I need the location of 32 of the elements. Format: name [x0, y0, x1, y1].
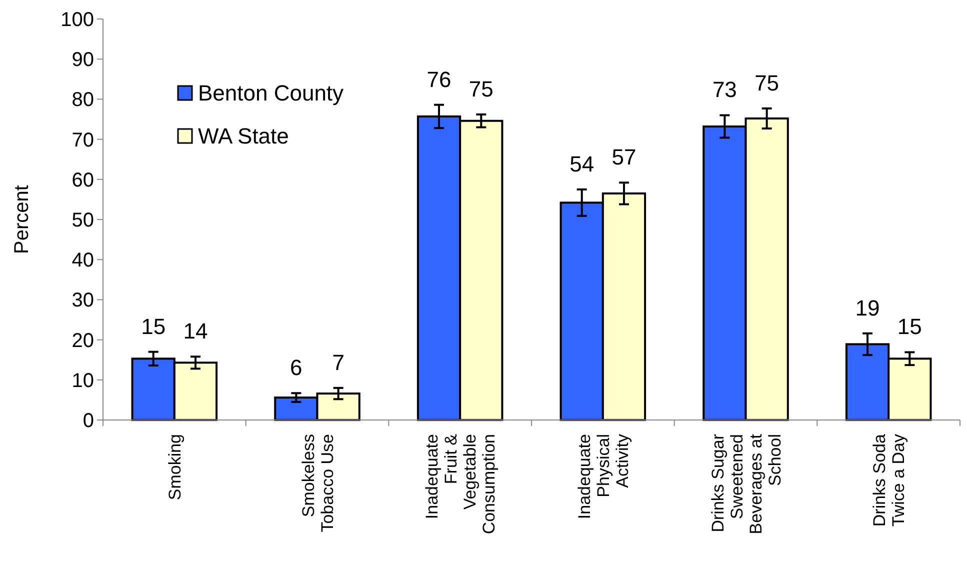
y-tick-label: 50 — [72, 210, 94, 232]
y-tick-label: 0 — [82, 410, 94, 432]
data-label: 76 — [426, 66, 452, 92]
y-tick-label: 60 — [72, 169, 94, 192]
y-tick-label: 70 — [72, 129, 94, 152]
legend-label: WA State — [198, 124, 289, 149]
y-tick-label: 10 — [72, 370, 94, 392]
y-tick-label: 20 — [72, 330, 94, 352]
data-label: 14 — [183, 318, 208, 344]
data-label: 15 — [897, 314, 922, 340]
y-tick-label: 40 — [72, 250, 94, 272]
x-tick-label: Drinks Sugar Sweetened Beverages at School — [708, 434, 784, 534]
x-tick-label: Smokeless Tobacco Use — [298, 434, 337, 532]
data-label: 73 — [712, 77, 737, 102]
y-tick-label: 80 — [72, 89, 94, 112]
data-label: 15 — [141, 314, 166, 339]
y-tick-label: 100 — [60, 9, 94, 31]
data-label: 57 — [612, 144, 636, 170]
y-axis-title: Percent — [11, 184, 33, 254]
data-label: 19 — [855, 295, 880, 320]
data-label: 6 — [290, 355, 302, 380]
y-tick-label: 30 — [72, 290, 94, 312]
legend-label: Benton County — [198, 80, 344, 106]
x-tick-label: Inadequate Fruit & Vegetable Consumption — [422, 433, 499, 534]
x-tick-label: Drinks Soda Twice a Day — [870, 433, 908, 527]
x-tick-label: Inadequate Physical Activity — [574, 434, 632, 520]
y-tick-label: 90 — [72, 49, 94, 72]
data-label: 7 — [332, 350, 344, 375]
x-tick-label: Smoking — [165, 434, 184, 500]
data-label: 75 — [754, 70, 780, 96]
data-label: 75 — [468, 76, 494, 102]
data-label: 54 — [570, 151, 594, 176]
